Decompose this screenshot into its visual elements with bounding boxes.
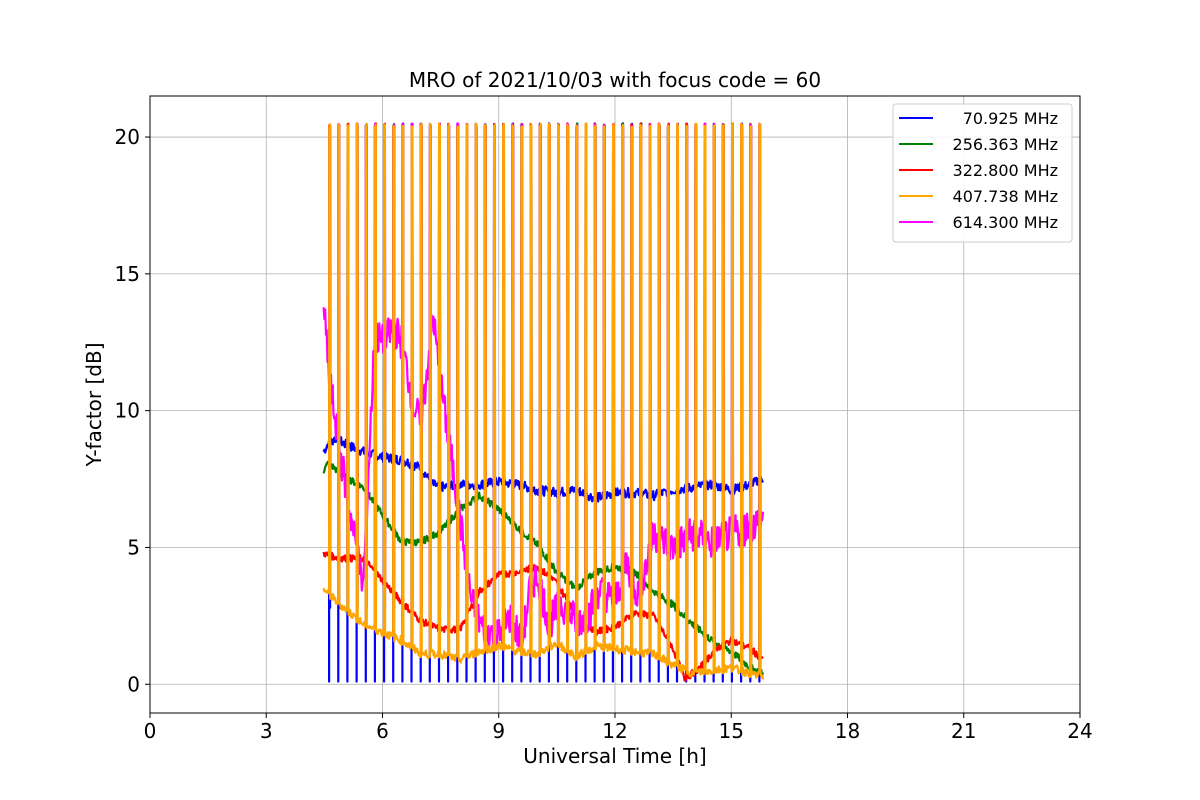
y-tick-label: 5 (127, 535, 140, 559)
legend-frame (892, 103, 1073, 243)
x-tick-label: 24 (1067, 719, 1092, 743)
y-axis-label: Y-factor [dB] (82, 342, 106, 467)
x-tick-label: 9 (492, 719, 505, 743)
y-tick-label: 20 (115, 125, 140, 149)
x-tick-label: 21 (951, 719, 976, 743)
x-tick-label: 3 (260, 719, 273, 743)
axis-ticks: 0 3 6 9 12 15 18 21 24 0 5 10 15 20 (115, 125, 1093, 743)
series-line-614300 (322, 122, 765, 653)
legend-label: 70.925 MHz (963, 109, 1058, 128)
x-tick-label: 6 (376, 719, 389, 743)
y-tick-label: 0 (127, 672, 140, 696)
y-tick-label: 10 (115, 399, 140, 423)
x-axis-label: Universal Time [h] (523, 744, 706, 768)
x-tick-label: 0 (144, 719, 157, 743)
chart-title: MRO of 2021/10/03 with focus code = 60 (409, 68, 821, 92)
x-tick-label: 12 (602, 719, 627, 743)
series-line-407738 (322, 122, 765, 680)
legend-label: 407.738 MHz (953, 187, 1058, 206)
legend-label: 614.300 MHz (953, 213, 1058, 232)
series-line-256363 (322, 122, 765, 677)
legend-label: 256.363 MHz (953, 135, 1058, 154)
legend: 70.925 MHz 256.363 MHz 322.800 MHz 407.738 … (892, 103, 1073, 243)
x-tick-label: 18 (835, 719, 860, 743)
y-tick-label: 15 (115, 262, 140, 286)
data-layer (322, 122, 765, 683)
series-line-70925 (322, 122, 764, 683)
x-tick-label: 15 (719, 719, 744, 743)
legend-label: 322.800 MHz (953, 161, 1058, 180)
